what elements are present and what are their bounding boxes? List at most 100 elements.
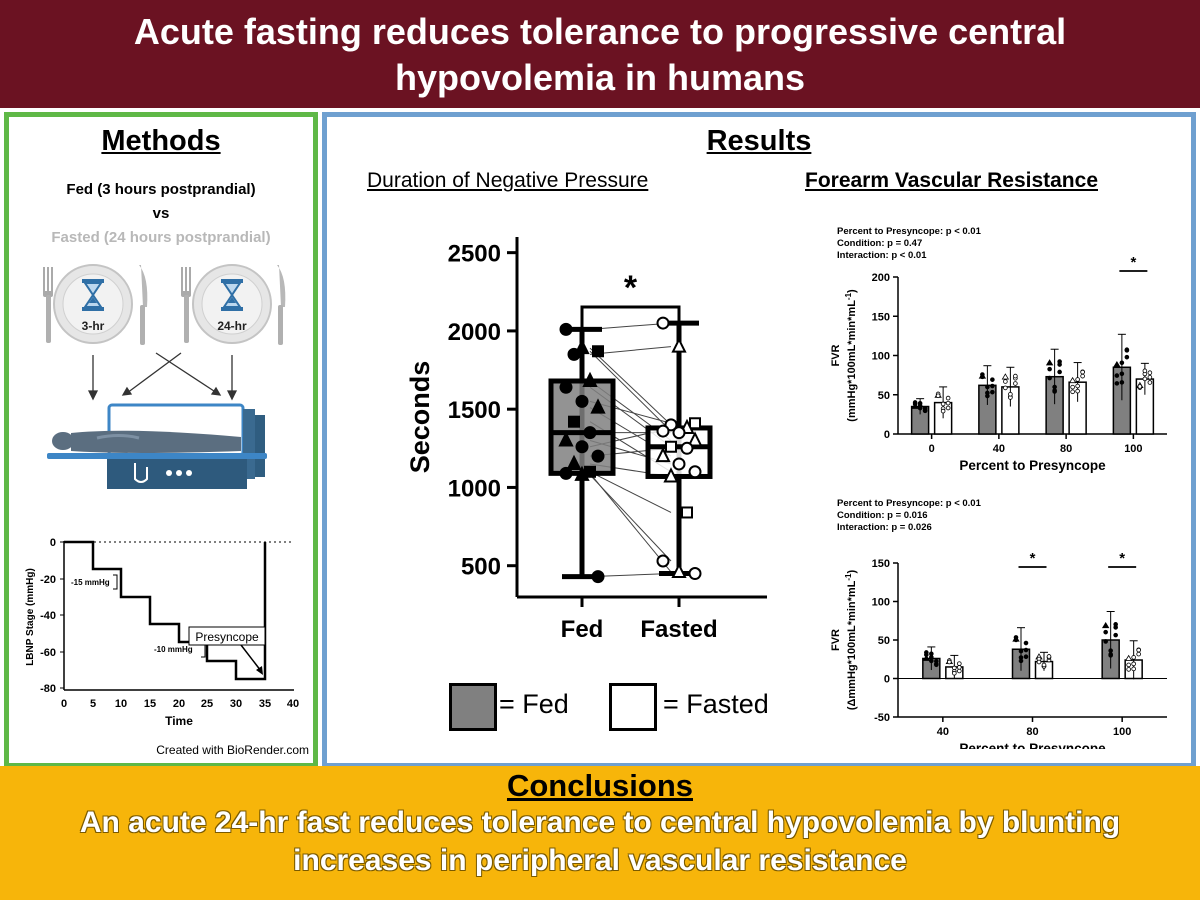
fasted-label: Fasted (24 hours postprandial) [9, 229, 313, 246]
significance-star: * [1119, 550, 1125, 567]
data-point [946, 401, 950, 405]
data-point [1104, 630, 1108, 634]
x-tick-label: 40 [993, 443, 1005, 455]
y-tick-label: 2500 [448, 241, 501, 268]
data-point [946, 406, 950, 410]
data-point [577, 396, 588, 407]
duration-box-plot: 2500 2000 1500 1000 500 Seconds Fed Fasted * [327, 207, 787, 727]
data-point [690, 568, 701, 579]
x-tick-label: 35 [259, 698, 271, 710]
data-point [1115, 374, 1119, 378]
data-point [673, 565, 685, 577]
y-axis-label: FVR [830, 629, 842, 651]
y-tick-label: 150 [872, 558, 890, 570]
x-ticks: 0 5 10 15 20 25 30 35 40 [61, 698, 299, 710]
data-point [585, 427, 596, 438]
data-point [923, 407, 927, 411]
data-point [980, 375, 984, 379]
y-axis-unit-close: ) [846, 570, 858, 574]
y-tick-label: -60 [40, 647, 56, 659]
lbnp-protocol-chart: 0 -20 -40 -60 -80 0 5 10 15 20 25 30 35 … [9, 525, 313, 763]
conclusions-panel: Conclusions An acute 24-hr fast reduces … [0, 766, 1200, 900]
x-tick-label: Fed [561, 616, 604, 643]
data-point [1081, 374, 1085, 378]
y-tick-label: 500 [461, 554, 501, 581]
data-point [1053, 390, 1057, 394]
y-axis-unit: (ΔmmHg*100mL*min*mL-1) [844, 570, 859, 711]
data-point [1132, 667, 1136, 671]
y-tick-label: 50 [878, 390, 890, 402]
data-point [1013, 382, 1017, 386]
y-axis-label: FVR [830, 344, 842, 366]
x-tick-label: 40 [937, 726, 949, 738]
data-point [934, 659, 938, 663]
data-point [593, 346, 603, 356]
data-point [577, 441, 588, 452]
y-tick-label: 100 [872, 597, 890, 609]
data-point [674, 458, 685, 469]
data-point [674, 427, 685, 438]
fvr-absolute-chart: Percent to Presyncope: p < 0.01Condition… [805, 209, 1191, 481]
data-point [1143, 377, 1147, 381]
flow-arrows [89, 353, 236, 399]
data-point [1109, 653, 1113, 657]
x-tick-label: 30 [230, 698, 242, 710]
data-point [658, 426, 669, 437]
data-point [1047, 655, 1051, 659]
data-point [561, 468, 572, 479]
data-point [936, 394, 940, 398]
data-point [913, 401, 917, 405]
data-point [1002, 374, 1008, 379]
patient-icon [52, 431, 241, 453]
data-point [1019, 649, 1023, 653]
data-point [924, 651, 928, 655]
x-tick-label: 100 [1113, 726, 1131, 738]
lbnp-step-line [64, 542, 265, 679]
x-axis-label: Time [165, 714, 193, 728]
y-tick-label: 0 [884, 429, 890, 441]
data-point [1114, 362, 1120, 367]
data-point [1053, 385, 1057, 389]
methods-illustration: 3-hr 24-hr [9, 257, 313, 493]
y-tick-label: 50 [878, 635, 890, 647]
x-tick-label: 25 [201, 698, 213, 710]
data-point [1120, 372, 1124, 376]
x-tick-label: 80 [1060, 443, 1072, 455]
data-point [1109, 649, 1113, 653]
data-point [985, 394, 989, 398]
data-point [569, 349, 580, 360]
y-tick-label: -40 [40, 610, 56, 622]
data-point [990, 378, 994, 382]
data-point [1058, 370, 1062, 374]
stats-line: Interaction: p = 0.026 [837, 522, 932, 533]
data-point [1120, 380, 1124, 384]
data-point [658, 318, 669, 329]
data-point [1132, 655, 1136, 659]
data-point [593, 451, 604, 462]
y-tick-label: -50 [874, 712, 890, 724]
x-tick-label: 100 [1124, 443, 1142, 455]
data-point [1042, 663, 1046, 667]
plate1-label: 3-hr [82, 319, 105, 333]
data-point [1048, 376, 1052, 380]
data-point [1003, 380, 1007, 384]
annotation-15-mmhg: -15 mmHg [71, 578, 110, 587]
title-line-2: hypovolemia in humans [0, 57, 1200, 99]
data-point [1148, 381, 1152, 385]
data-point [947, 660, 951, 664]
data-point [1076, 389, 1080, 393]
data-point [1127, 663, 1131, 667]
data-point [957, 665, 961, 669]
plate2-label: 24-hr [217, 319, 247, 333]
x-tick-label: 0 [929, 443, 935, 455]
arrowhead [256, 666, 263, 675]
fed-label: Fed (3 hours postprandial) [9, 181, 313, 198]
data-point [1047, 360, 1053, 365]
stats-line: Condition: p = 0.47 [837, 238, 922, 249]
data-point [957, 662, 961, 666]
data-point [1114, 633, 1118, 637]
significance-star: * [1130, 254, 1136, 271]
poster-header: Acute fasting reduces tolerance to progr… [0, 0, 1200, 108]
presyncope-label: Presyncope [195, 630, 259, 644]
data-point [658, 556, 669, 567]
